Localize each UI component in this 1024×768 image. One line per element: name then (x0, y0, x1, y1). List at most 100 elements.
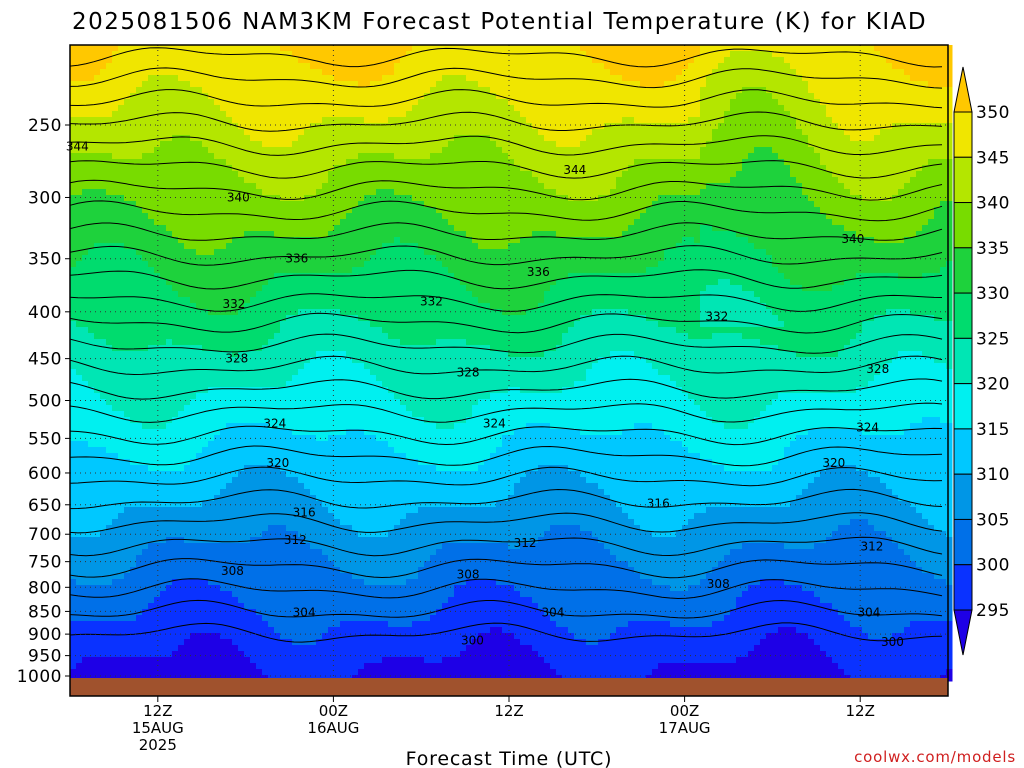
field-cell (442, 219, 449, 226)
field-cell (514, 165, 521, 172)
field-cell (376, 201, 383, 208)
field-cell (760, 45, 767, 52)
field-cell (292, 177, 299, 184)
field-cell (610, 213, 617, 220)
field-cell (724, 189, 731, 196)
field-cell (460, 129, 467, 136)
field-cell (946, 51, 953, 58)
field-cell (100, 195, 107, 202)
field-cell (382, 177, 389, 184)
field-cell (70, 129, 77, 136)
field-cell (838, 123, 845, 130)
field-cell (706, 87, 713, 94)
field-cell (454, 177, 461, 184)
field-cell (910, 147, 917, 154)
field-cell (826, 171, 833, 178)
field-cell (496, 45, 503, 52)
field-cell (112, 153, 119, 160)
field-cell (112, 45, 119, 52)
field-cell (148, 63, 155, 70)
field-cell (418, 171, 425, 178)
field-cell (148, 123, 155, 130)
field-cell (646, 219, 653, 226)
field-cell (544, 75, 551, 82)
field-cell (610, 87, 617, 94)
field-cell (592, 177, 599, 184)
field-cell (688, 183, 695, 190)
field-cell (790, 207, 797, 214)
field-cell (412, 147, 419, 154)
field-cell (604, 159, 611, 166)
field-cell (694, 105, 701, 112)
field-cell (550, 135, 557, 142)
field-cell (166, 105, 173, 112)
field-cell (244, 183, 251, 190)
field-cell (310, 93, 317, 100)
field-cell (154, 57, 161, 64)
field-cell (376, 123, 383, 130)
field-cell (772, 225, 779, 232)
field-cell (706, 129, 713, 136)
field-cell (418, 123, 425, 130)
field-cell (802, 159, 809, 166)
field-cell (634, 51, 641, 58)
field-cell (694, 63, 701, 70)
field-cell (388, 45, 395, 52)
field-cell (370, 159, 377, 166)
field-cell (832, 147, 839, 154)
field-cell (268, 207, 275, 214)
field-cell (592, 57, 599, 64)
field-cell (844, 213, 851, 220)
field-cell (730, 75, 737, 82)
field-cell (538, 189, 545, 196)
field-cell (244, 225, 251, 232)
field-cell (472, 171, 479, 178)
field-cell (562, 87, 569, 94)
field-cell (82, 201, 89, 208)
field-cell (208, 183, 215, 190)
field-cell (676, 213, 683, 220)
field-cell (196, 141, 203, 148)
field-cell (682, 237, 689, 244)
field-cell (142, 63, 149, 70)
field-cell (466, 51, 473, 58)
field-cell (442, 153, 449, 160)
field-cell (238, 129, 245, 136)
field-cell (412, 153, 419, 160)
field-cell (244, 45, 251, 52)
field-cell (448, 117, 455, 124)
field-cell (748, 57, 755, 64)
field-cell (520, 81, 527, 88)
field-cell (532, 213, 539, 220)
field-cell (424, 159, 431, 166)
field-cell (478, 93, 485, 100)
field-cell (130, 141, 137, 148)
field-cell (70, 99, 77, 106)
field-cell (460, 63, 467, 70)
field-cell (142, 141, 149, 148)
field-cell (712, 135, 719, 142)
field-cell (538, 75, 545, 82)
field-cell (436, 189, 443, 196)
field-cell (898, 225, 905, 232)
field-cell (508, 153, 515, 160)
field-cell (352, 213, 359, 220)
field-cell (196, 129, 203, 136)
field-cell (286, 45, 293, 52)
field-cell (328, 129, 335, 136)
field-cell (490, 165, 497, 172)
field-cell (934, 195, 941, 202)
field-cell (868, 105, 875, 112)
field-cell (586, 99, 593, 106)
field-cell (718, 81, 725, 88)
field-cell (706, 81, 713, 88)
field-cell (844, 207, 851, 214)
field-cell (376, 243, 383, 250)
field-cell (778, 201, 785, 208)
field-cell (112, 237, 119, 244)
field-cell (502, 231, 509, 238)
field-cell (256, 81, 263, 88)
field-cell (208, 123, 215, 130)
field-cell (664, 225, 671, 232)
field-cell (148, 99, 155, 106)
